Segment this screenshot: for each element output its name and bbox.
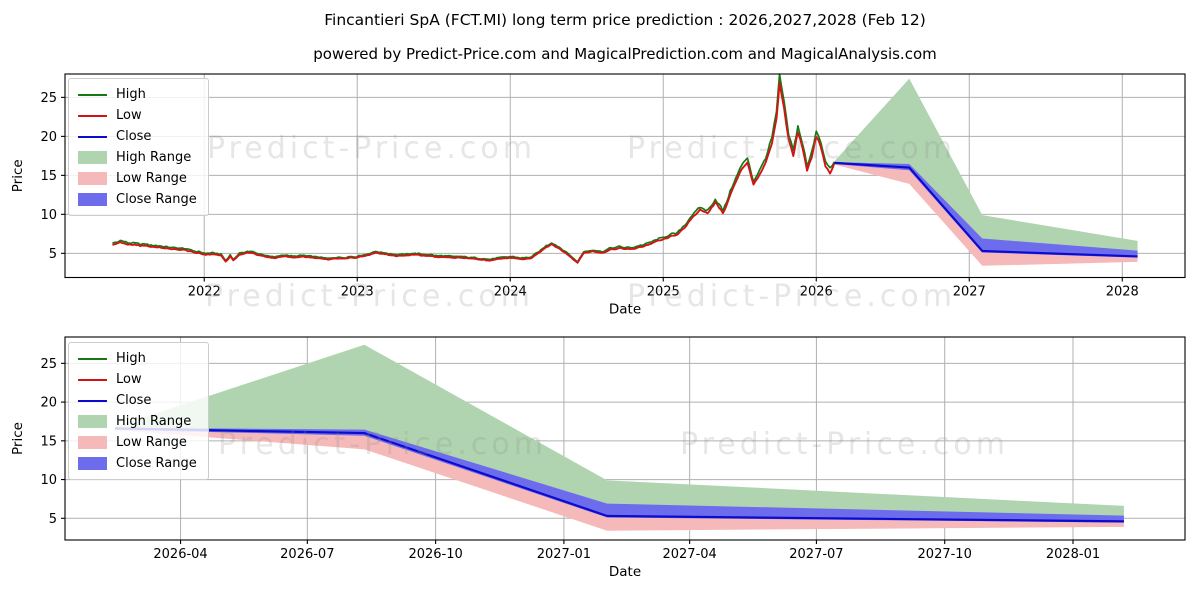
page-title: Fincantieri SpA (FCT.MI) long term price… [324,11,926,29]
chart-forecast-detail: 2026-04 2026-07 2026-10 2027-01 2027-04 2027-… [10,336,1186,580]
legend-item-low: Low [78,107,197,124]
y-tick-label: 20 [40,396,57,411]
y-tick-label: 25 [40,91,57,106]
legend-item-low: Low [78,371,197,388]
x-tick-label: 2025 [647,285,680,300]
y-tick-label: 10 [40,473,57,488]
legend-item-close: Close [78,392,197,409]
legend-label: High Range [116,150,192,165]
legend-top-chart: High Low Close High Range Low Range Close Ran… [68,78,209,216]
x-axis-label: Date [609,302,641,318]
legend-label: Close Range [116,456,197,471]
x-tick-label: 2027 [953,285,986,300]
y-tick-label: 15 [40,169,57,184]
x-tick-label: 2027-01 [537,547,591,562]
low-swatch-line [78,114,107,117]
legend-item-high: High [78,86,197,103]
high-range-band [834,78,1138,257]
close-line [834,161,1138,258]
y-tick-label: 5 [49,512,57,527]
close-range-swatch-patch [78,457,107,470]
legend-label: Low [116,372,142,387]
legend-label: Close [116,393,152,408]
x-tick-label: 2027-07 [789,547,843,562]
low-line [112,81,836,264]
y-axis-label: Price [10,422,26,455]
high-swatch-line [78,357,107,360]
legend-item-close: Close [78,128,197,145]
legend-label: Close [116,129,152,144]
legend-item-low-range: Low Range [78,170,197,187]
y-tick-label: 25 [40,357,57,372]
high-range-swatch-patch [78,151,107,164]
close-swatch-line [78,399,107,402]
x-tick-label: 2026-10 [408,547,462,562]
close-range-swatch-patch [78,193,107,206]
legend-item-low-range: Low Range [78,434,197,451]
x-tick-label: 2026-07 [280,547,334,562]
y-tick-label: 15 [40,434,57,449]
y-tick-label: 5 [49,247,57,262]
legend-item-high-range: High Range [78,413,197,430]
legend-label: Close Range [116,192,197,207]
legend-label: High [116,351,146,366]
high-line [112,73,836,263]
legend-item-high-range: High Range [78,149,197,166]
low-swatch-line [78,378,107,381]
legend-item-high: High [78,350,197,367]
legend-item-close-range: Close Range [78,455,197,472]
legend-label: Low Range [116,435,187,450]
legend-label: High Range [116,414,192,429]
legend-label: Low [116,108,142,123]
chart-full-history-and-forecast: 2022 2023 2024 2025 2026 2027 2028510152025Dat… [10,73,1186,318]
y-tick-label: 10 [40,208,57,223]
legend-bottom-chart: High Low Close High Range Low Range Close Ran… [68,342,209,480]
legend-label: High [116,87,146,102]
high-swatch-line [78,93,107,96]
x-axis-label: Date [609,564,641,580]
x-tick-label: 2028-01 [1046,547,1100,562]
x-tick-label: 2024 [494,285,527,300]
close-swatch-line [78,135,107,138]
low-range-swatch-patch [78,436,107,449]
x-tick-label: 2022 [188,285,221,300]
x-tick-label: 2026-04 [153,547,207,562]
y-axis-label: Price [10,159,26,192]
plot-frame [64,336,1186,541]
legend-label: Low Range [116,171,187,186]
close-line [114,427,1124,523]
low-range-swatch-patch [78,172,107,185]
page-subtitle: powered by Predict-Price.com and Magical… [313,45,937,63]
x-tick-label: 2027-10 [918,547,972,562]
high-range-swatch-patch [78,415,107,428]
legend-item-close-range: Close Range [78,191,197,208]
x-tick-label: 2026 [800,285,833,300]
x-tick-label: 2028 [1106,285,1139,300]
x-tick-label: 2023 [341,285,374,300]
high-range-band [114,344,1124,522]
y-tick-label: 20 [40,130,57,145]
x-tick-label: 2027-04 [662,547,716,562]
